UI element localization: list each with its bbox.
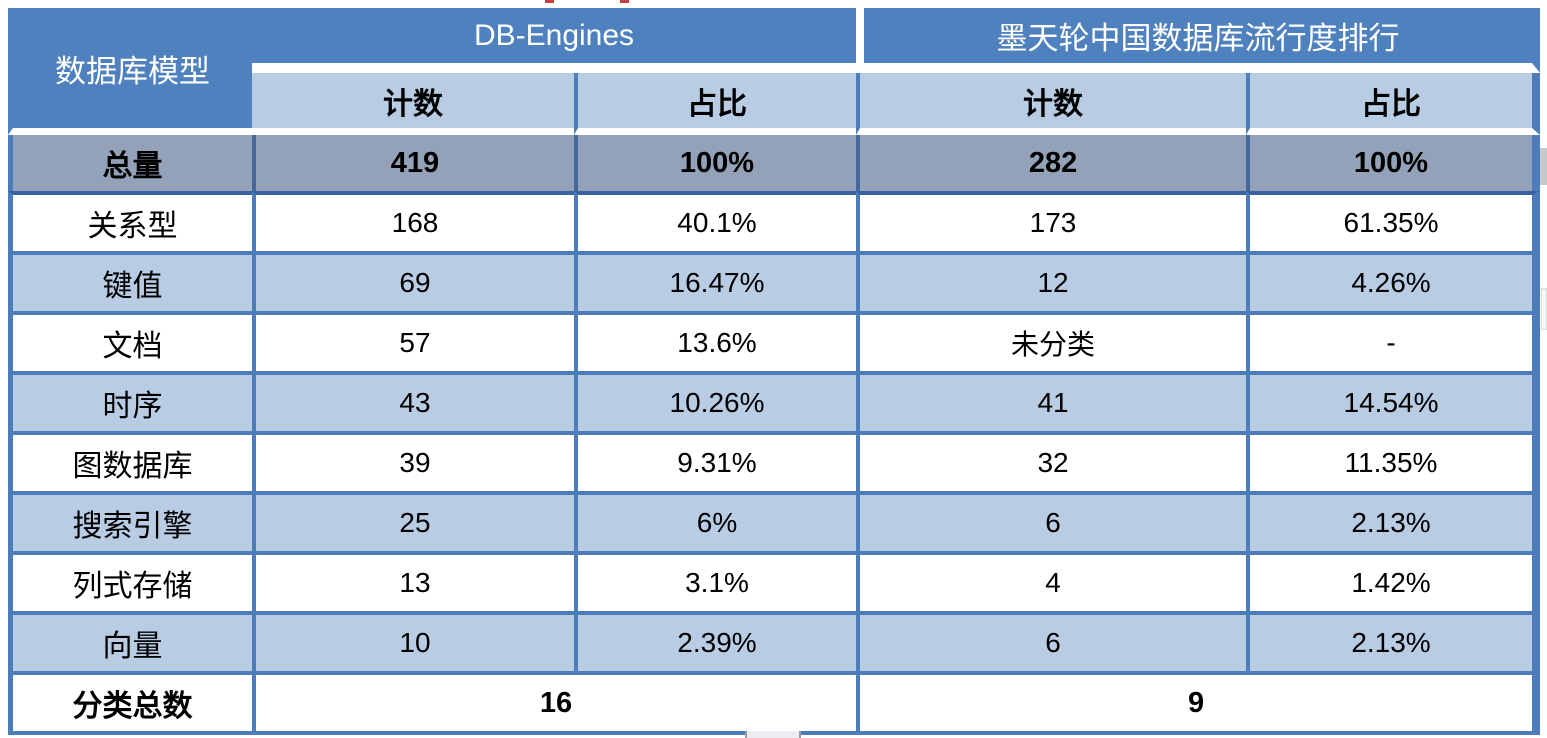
row-label-cell: 图数据库 (8, 431, 252, 491)
subheader-mtl-share: 占比 (1246, 73, 1541, 135)
database-model-comparison-table: 数据库模型 DB-Engines 墨天轮中国数据库流行度排行 计数 占比 计数 … (8, 8, 1541, 735)
db-share-cell: 6% (574, 491, 857, 551)
mtl-count-cell: 6 (856, 491, 1247, 551)
mtl-share-cell: 14.54% (1246, 371, 1541, 431)
mtl-share-cell: 2.13% (1246, 491, 1541, 551)
mtl-count-cell: 6 (856, 611, 1247, 671)
mtl-share-cell: 4.26% (1246, 251, 1541, 311)
corner-header-cell: 数据库模型 (8, 8, 252, 135)
mtl-count-cell: 41 (856, 371, 1247, 431)
table-row: 搜索引擎 25 6% 6 2.13% (8, 491, 1541, 551)
mtl-share-cell: 11.35% (1246, 431, 1541, 491)
table-row: 列式存储 13 3.1% 4 1.42% (8, 551, 1541, 611)
mtl-count-cell: 282 (856, 135, 1247, 191)
db-share-cell: 13.6% (574, 311, 857, 371)
db-share-cell: 10.26% (574, 371, 857, 431)
row-label-cell: 总量 (8, 135, 252, 191)
mtl-share-cell: - (1246, 311, 1541, 371)
subheader-mtl-count: 计数 (856, 73, 1247, 135)
header-row-groups: 数据库模型 DB-Engines 墨天轮中国数据库流行度排行 (8, 8, 1541, 135)
footer-row: 分类总数 16 9 (8, 671, 1541, 735)
db-category-total-cell: 16 (252, 671, 857, 735)
total-row: 总量 419 100% 282 100% (8, 135, 1541, 191)
db-count-cell: 13 (252, 551, 574, 611)
db-count-cell: 57 (252, 311, 574, 371)
db-share-cell: 2.39% (574, 611, 857, 671)
table-row: 关系型 168 40.1% 173 61.35% (8, 191, 1541, 251)
selection-handle[interactable] (1540, 148, 1547, 185)
mtl-count-cell: 173 (856, 191, 1247, 251)
mtl-count-cell: 4 (856, 551, 1247, 611)
db-count-cell: 419 (252, 135, 574, 191)
db-share-cell: 40.1% (574, 191, 857, 251)
mtl-count-cell: 12 (856, 251, 1247, 311)
row-label-cell: 分类总数 (8, 671, 252, 735)
db-count-cell: 10 (252, 611, 574, 671)
horizontal-scrollbar-thumb[interactable] (745, 731, 801, 738)
db-count-cell: 39 (252, 431, 574, 491)
row-label-cell: 关系型 (8, 191, 252, 251)
mtl-count-cell: 32 (856, 431, 1247, 491)
row-label-cell: 向量 (8, 611, 252, 671)
db-count-cell: 25 (252, 491, 574, 551)
mtl-count-cell: 未分类 (856, 311, 1247, 371)
modb-group-header: 墨天轮中国数据库流行度排行 (856, 8, 1541, 73)
db-count-cell: 69 (252, 251, 574, 311)
row-label-cell: 键值 (8, 251, 252, 311)
subheader-db-count: 计数 (252, 73, 574, 135)
table-row: 时序 43 10.26% 41 14.54% (8, 371, 1541, 431)
db-share-cell: 3.1% (574, 551, 857, 611)
mtl-share-cell: 61.35% (1246, 191, 1541, 251)
mtl-share-cell: 100% (1246, 135, 1541, 191)
row-label-cell: 列式存储 (8, 551, 252, 611)
table-row: 图数据库 39 9.31% 32 11.35% (8, 431, 1541, 491)
table-row: 向量 10 2.39% 6 2.13% (8, 611, 1541, 671)
header-row-subheaders: 计数 占比 计数 占比 (8, 73, 1541, 135)
red-artifact-mark (620, 0, 629, 3)
mtl-category-total-cell: 9 (856, 671, 1541, 735)
db-engines-group-header: DB-Engines (252, 8, 857, 73)
db-share-cell: 9.31% (574, 431, 857, 491)
mtl-share-cell: 2.13% (1246, 611, 1541, 671)
db-share-cell: 16.47% (574, 251, 857, 311)
table-row: 键值 69 16.47% 12 4.26% (8, 251, 1541, 311)
row-label-cell: 文档 (8, 311, 252, 371)
mtl-share-cell: 1.42% (1246, 551, 1541, 611)
row-label-cell: 搜索引擎 (8, 491, 252, 551)
selection-handle[interactable] (1541, 288, 1547, 330)
db-count-cell: 168 (252, 191, 574, 251)
row-label-cell: 时序 (8, 371, 252, 431)
table-row: 文档 57 13.6% 未分类 - (8, 311, 1541, 371)
red-artifact-mark (545, 0, 554, 3)
db-share-cell: 100% (574, 135, 857, 191)
db-count-cell: 43 (252, 371, 574, 431)
subheader-db-share: 占比 (574, 73, 857, 135)
